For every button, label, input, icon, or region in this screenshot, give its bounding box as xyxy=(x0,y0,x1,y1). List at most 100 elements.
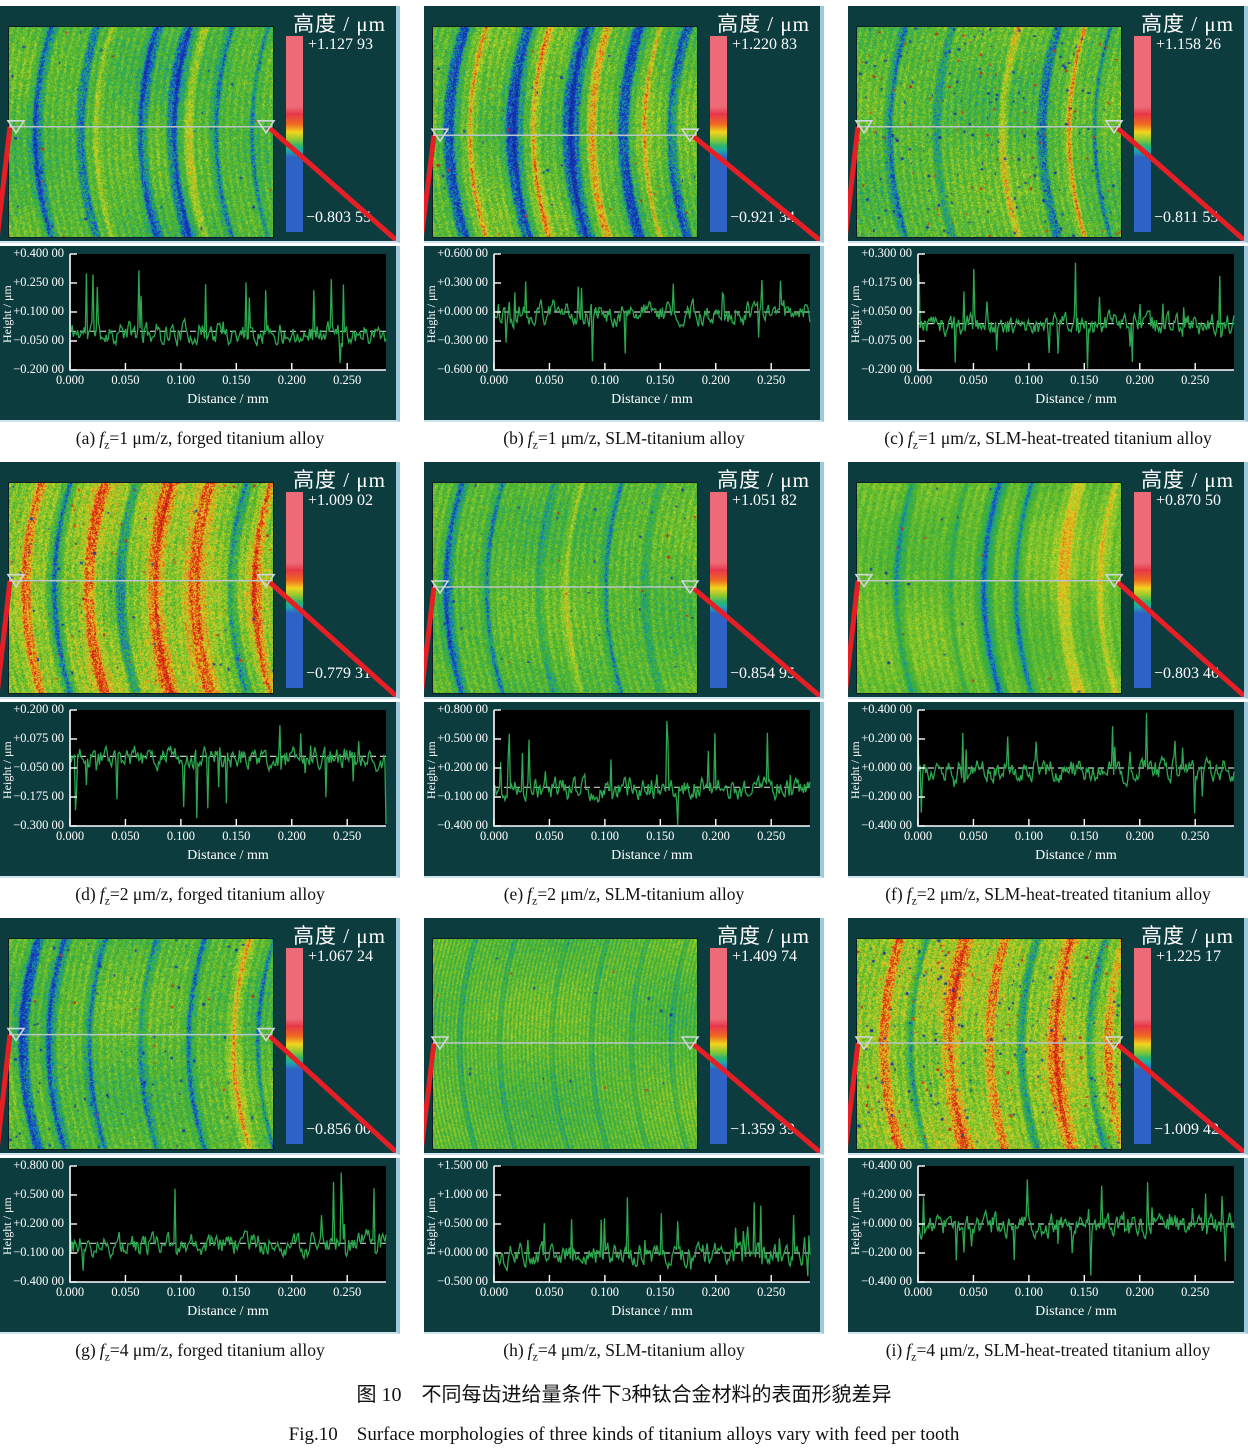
y-tick-label: +0.000 00 xyxy=(437,1245,488,1259)
x-tick-label: 0.250 xyxy=(333,373,362,387)
x-tick-label: 0.000 xyxy=(55,829,85,843)
panel-caption: (b) fz=1 μm/z, SLM-titanium alloy xyxy=(424,422,824,456)
feed-rate-subscript: z xyxy=(532,1349,538,1364)
surface-map-box: 高度 / μm +1.225 17 −1.009 42 xyxy=(848,918,1248,1155)
colorbar-min-value: −0.803 46 xyxy=(1154,665,1220,682)
panel-caption-text: =2 μm/z, SLM-titanium alloy xyxy=(537,884,745,904)
x-axis-label: Distance / mm xyxy=(1035,1304,1117,1319)
surface-map-box: 高度 / μm +1.127 93 −0.803 55 xyxy=(0,6,400,243)
y-tick-label: −0.400 00 xyxy=(861,1274,912,1288)
x-tick-label: 0.050 xyxy=(111,373,140,387)
x-tick-label: 0.250 xyxy=(757,829,786,843)
height-colorbar xyxy=(710,492,727,688)
x-tick-label: 0.150 xyxy=(1070,829,1099,843)
x-tick-labels: 0.000 0.050 0.100 0.150 0.200 0.250 xyxy=(848,246,1244,420)
x-tick-label: 0.150 xyxy=(1070,373,1099,387)
x-tick-label: 0.200 xyxy=(1125,373,1154,387)
plot-background xyxy=(494,710,810,826)
figure-caption-english: Fig.10 Surface morphologies of three kin… xyxy=(288,1424,960,1445)
surface-topography-map xyxy=(8,938,274,1150)
panel-caption: (g) fz=4 μm/z, forged titanium alloy xyxy=(0,1334,400,1368)
profile-plot xyxy=(69,253,387,371)
y-tick-label: +0.200 00 xyxy=(13,1216,64,1230)
y-tick-labels: +0.800 00 +0.500 00 +0.200 00 −0.100 00 −0.4… xyxy=(0,1158,66,1332)
y-tick-label: −0.200 00 xyxy=(861,1245,912,1259)
y-tick-label: +0.075 00 xyxy=(13,731,64,745)
x-tick-label: 0.250 xyxy=(1181,1285,1210,1299)
surface-map-box: 高度 / μm +0.870 50 −0.803 46 xyxy=(848,462,1248,699)
feed-rate-symbol: f xyxy=(527,428,533,448)
x-tick-label: 0.050 xyxy=(959,829,988,843)
x-axis-label: Distance / mm xyxy=(187,848,269,863)
x-tick-label: 0.150 xyxy=(646,1285,675,1299)
surface-topography-map xyxy=(432,938,698,1150)
colorbar-max-value: +1.127 93 xyxy=(308,36,374,53)
colorbar-title: 高度 / μm xyxy=(717,924,810,948)
y-tick-label: +0.500 00 xyxy=(437,731,488,745)
y-tick-label: +0.200 00 xyxy=(13,702,64,716)
panel-caption: (f) fz=2 μm/z, SLM-heat-treated titanium … xyxy=(848,878,1248,912)
colorbar-max-value: +1.220 83 xyxy=(732,36,798,53)
y-tick-label: −0.100 00 xyxy=(13,1245,64,1259)
y-tick-label: +0.100 00 xyxy=(13,304,64,318)
colorbar-title: 高度 / μm xyxy=(293,12,386,36)
x-tick-label: 0.000 xyxy=(55,373,85,387)
panel: 高度 / μm +1.067 24 −0.856 00 Height / μm … xyxy=(0,918,400,1368)
x-tick-label: 0.050 xyxy=(959,1285,988,1299)
panel-caption: (d) fz=2 μm/z, forged titanium alloy xyxy=(0,878,400,912)
surface-topography-map xyxy=(856,938,1122,1150)
x-tick-label: 0.100 xyxy=(166,1285,195,1299)
colorbar-max-value: +1.067 24 xyxy=(308,948,374,965)
colorbar-title: 高度 / μm xyxy=(1141,924,1234,948)
surface-topography-map xyxy=(856,482,1122,694)
x-tick-labels: 0.000 0.050 0.100 0.150 0.200 0.250 xyxy=(0,1158,396,1332)
x-tick-label: 0.050 xyxy=(535,829,564,843)
x-tick-label: 0.050 xyxy=(959,373,988,387)
x-tick-label: 0.100 xyxy=(1014,373,1043,387)
surface-topography-map xyxy=(432,482,698,694)
profile-line xyxy=(493,721,811,825)
profile-plot-box: Height / μm +0.200 00 +0.075 00 −0.050 00−… xyxy=(0,702,400,878)
feed-rate-subscript: z xyxy=(104,1349,110,1364)
surface-topography-map xyxy=(856,26,1122,238)
y-tick-label: −0.400 00 xyxy=(861,818,912,832)
x-tick-label: 0.200 xyxy=(277,373,306,387)
y-tick-label: +0.800 00 xyxy=(437,702,488,716)
panel: 高度 / μm +1.127 93 −0.803 55 Height / μm … xyxy=(0,6,400,456)
y-tick-labels: +0.400 00 +0.250 00 +0.100 00 −0.050 00 −0.2… xyxy=(0,246,66,420)
y-tick-label: −0.075 00 xyxy=(861,333,912,347)
y-tick-label: +0.800 00 xyxy=(13,1158,64,1172)
x-tick-label: 0.150 xyxy=(646,373,675,387)
x-tick-label: 0.100 xyxy=(590,1285,619,1299)
y-tick-label: −0.050 00 xyxy=(13,760,64,774)
profile-line xyxy=(917,1179,1235,1276)
panel-caption-text: =1 μm/z, SLM-heat-treated titanium alloy xyxy=(917,428,1212,448)
feed-rate-subscript: z xyxy=(912,437,918,452)
x-tick-label: 0.150 xyxy=(646,829,675,843)
x-tick-label: 0.000 xyxy=(479,373,509,387)
x-axis-label: Distance / mm xyxy=(611,1304,693,1319)
panel-caption: (i) fz=4 μm/z, SLM-heat-treated titanium … xyxy=(848,1334,1248,1368)
x-tick-label: 0.100 xyxy=(166,829,195,843)
x-tick-label: 0.000 xyxy=(903,829,933,843)
feed-rate-symbol: f xyxy=(527,884,533,904)
profile-plot xyxy=(69,1165,387,1283)
y-tick-label: −0.300 00 xyxy=(437,333,488,347)
y-tick-label: −0.200 00 xyxy=(13,362,64,376)
colorbar-title: 高度 / μm xyxy=(293,468,386,492)
y-tick-labels: +0.400 00 +0.200 00 +0.000 00 −0.200 00 −0.4… xyxy=(848,702,914,876)
x-tick-label: 0.050 xyxy=(535,1285,564,1299)
surface-map-box: 高度 / μm +1.009 02 −0.779 31 xyxy=(0,462,400,699)
panel: 高度 / μm +1.220 83 −0.921 34 Height / μm … xyxy=(424,6,824,456)
colorbar-title: 高度 / μm xyxy=(717,468,810,492)
x-axis-label: Distance / mm xyxy=(611,848,693,863)
plot-background xyxy=(70,254,386,370)
panel-caption-text: =2 μm/z, forged titanium alloy xyxy=(109,884,325,904)
height-colorbar xyxy=(1134,948,1151,1144)
x-tick-labels: 0.000 0.050 0.100 0.150 0.200 0.250 xyxy=(424,702,820,876)
x-tick-label: 0.250 xyxy=(333,829,362,843)
x-tick-label: 0.150 xyxy=(222,1285,251,1299)
colorbar-title: 高度 / μm xyxy=(293,924,386,948)
x-tick-label: 0.050 xyxy=(535,373,564,387)
y-tick-label: −0.500 00 xyxy=(437,1274,488,1288)
